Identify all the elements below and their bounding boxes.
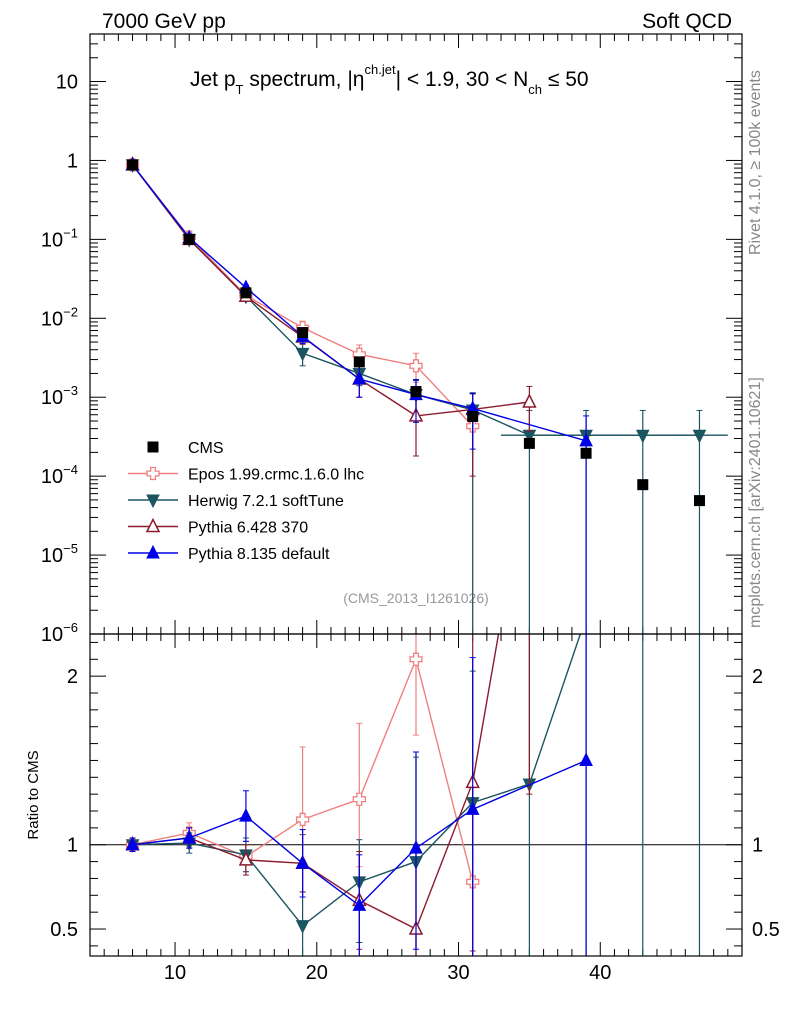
ratio-series-3 <box>125 634 593 956</box>
marker-triangle-up <box>409 839 423 854</box>
legend-entry: Pythia 8.135 default <box>128 544 330 563</box>
ratio-tick-label: 2 <box>67 666 78 688</box>
marker-square <box>147 441 159 453</box>
marker-square <box>297 327 309 339</box>
marker-triangle-up <box>579 432 593 447</box>
marker-triangle-up <box>295 855 310 869</box>
ratio-tick-label: 0.5 <box>50 919 78 941</box>
y-tick-label: 1 <box>67 150 78 172</box>
marker-square <box>580 447 592 459</box>
header-process-label: Soft QCD <box>642 10 732 33</box>
y-tick-label: 10−4 <box>41 462 78 488</box>
legend-entry: CMS <box>147 440 224 457</box>
legend-label: Epos 1.99.crmc.1.6.0 lhc <box>188 467 364 484</box>
legend-entry: Epos 1.99.crmc.1.6.0 lhc <box>128 467 364 484</box>
series-line <box>131 164 474 427</box>
ratio-series-line <box>132 759 587 907</box>
y-tick-label: 10−6 <box>41 620 78 646</box>
x-tick-label: 40 <box>589 962 611 984</box>
series-line <box>131 164 530 417</box>
legend: CMS Epos 1.99.crmc.1.6.0 lhc Herwig 7.2.1 … <box>128 440 364 563</box>
marker-square <box>240 287 252 299</box>
y-tick-label: 10−1 <box>41 225 78 251</box>
marker-cross <box>352 792 366 806</box>
ratio-panel-series <box>90 300 742 956</box>
marker-square <box>183 233 195 245</box>
x-tick-label: 30 <box>447 962 469 984</box>
ratio-tick-label: 1 <box>67 835 78 857</box>
marker-triangle-up <box>145 517 161 533</box>
marker-triangle-down <box>295 347 310 362</box>
main-panel-series <box>125 156 728 634</box>
marker-triangle-down <box>146 494 160 509</box>
ratio-axis-label: Ratio to CMS <box>25 750 42 839</box>
marker-triangle-down <box>637 300 649 312</box>
tick-labels: 10 20 30 40 10 1 10−1 10−2 10−3 10−4 10−5 10−6 2 2 1 1 0… <box>41 72 780 984</box>
ratio-tick-label-right: 1 <box>752 835 763 857</box>
ratio-tick-label-right: 0.5 <box>752 919 780 941</box>
marker-cross <box>146 466 160 481</box>
x-tick-label: 20 <box>306 962 328 984</box>
legend-label: Pythia 6.428 370 <box>188 520 308 537</box>
legend-label: Herwig 7.2.1 softTune <box>188 493 344 510</box>
marker-cross <box>409 652 423 666</box>
y-tick-label: 10−5 <box>41 541 78 567</box>
marker-triangle-up <box>238 851 254 866</box>
marker-triangle-up <box>125 836 140 851</box>
marker-cross <box>409 359 423 373</box>
marker-triangle-up <box>239 807 253 822</box>
marker-square <box>353 356 365 368</box>
marker-triangle-up <box>182 829 197 844</box>
series-line <box>131 164 587 442</box>
marker-square <box>637 479 649 491</box>
plot-title: Jet pT spectrum, |ηch.jet| < 1.9, 30 < N… <box>190 62 589 97</box>
legend-label: Pythia 8.135 default <box>188 546 330 563</box>
legend-entry: Pythia 6.428 370 <box>128 517 308 537</box>
marker-triangle-up <box>352 370 367 385</box>
axis-ticks <box>89 33 743 956</box>
marker-triangle-up <box>352 897 367 911</box>
marker-triangle-up <box>522 393 537 408</box>
mcplots-reference-label: mcplots.cern.ch [arXiv:2401.10621] <box>747 377 764 628</box>
x-tick-label: 10 <box>164 962 186 984</box>
y-tick-label: 10 <box>56 72 78 94</box>
series-cms-data <box>127 159 705 507</box>
marker-square <box>693 495 705 507</box>
marker-square <box>127 159 139 171</box>
y-tick-label: 10−3 <box>41 383 78 409</box>
marker-triangle-down <box>692 429 707 444</box>
ratio-series-line <box>132 634 500 930</box>
marker-square <box>410 386 422 398</box>
marker-square <box>467 410 479 422</box>
main-panel-frame <box>89 33 743 635</box>
ratio-panel-frame <box>89 633 743 957</box>
marker-cross <box>295 812 310 827</box>
analysis-id-label: (CMS_2013_I1261026) <box>343 590 489 606</box>
marker-triangle-up <box>465 801 480 815</box>
legend-label: CMS <box>188 440 224 457</box>
marker-square <box>523 437 535 449</box>
rivet-version-label: Rivet 4.1.0, ≥ 100k events <box>747 70 764 255</box>
legend-entry: Herwig 7.2.1 softTune <box>128 493 344 510</box>
y-tick-label: 10−2 <box>41 304 78 330</box>
header-energy-label: 7000 GeV pp <box>102 10 226 33</box>
marker-triangle-up <box>146 544 160 559</box>
marker-triangle-down <box>635 429 650 444</box>
marker-triangle-up <box>579 752 593 766</box>
ratio-tick-label-right: 2 <box>752 666 763 688</box>
marker-triangle-down <box>295 920 310 934</box>
